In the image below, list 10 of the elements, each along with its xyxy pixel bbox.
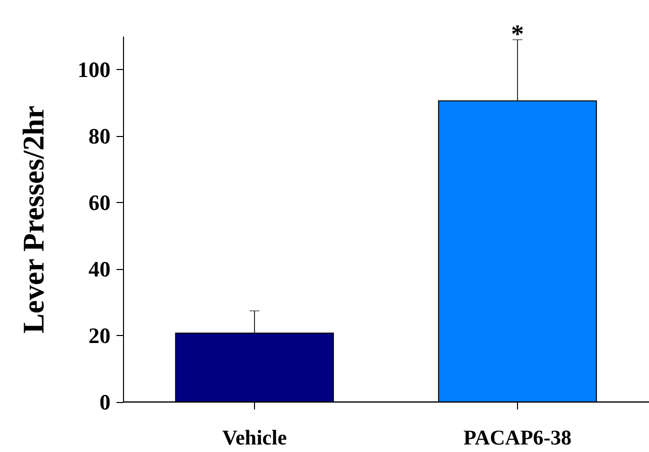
y-tick-label: 80 bbox=[88, 123, 110, 148]
x-tick-label: PACAP6-38 bbox=[463, 426, 572, 450]
y-axis-title: Lever Presses/2hr bbox=[18, 105, 50, 334]
annotation: * bbox=[511, 20, 524, 49]
y-tick-label: 20 bbox=[88, 322, 110, 348]
y-tick-label: 100 bbox=[78, 56, 110, 82]
x-tick-label: Vehicle bbox=[222, 426, 287, 450]
y-tick-label: 40 bbox=[88, 256, 110, 282]
y-tick-label: 0 bbox=[100, 390, 110, 414]
y-tick-label: 60 bbox=[88, 190, 110, 215]
